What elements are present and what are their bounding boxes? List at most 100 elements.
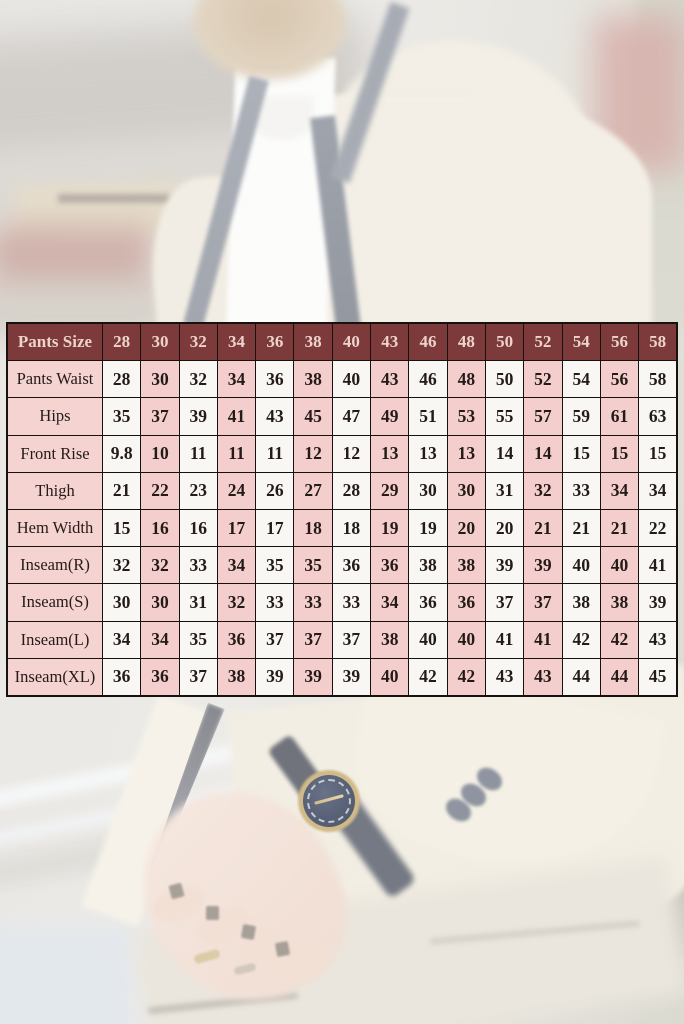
header-cell: 54	[561, 322, 601, 362]
header-cell: 56	[599, 322, 640, 362]
header-cell: 36	[255, 322, 295, 362]
size-cell: 36	[140, 657, 180, 697]
suit-jacket-right	[322, 95, 652, 325]
size-cell: 38	[370, 620, 410, 659]
size-cell: 39	[484, 546, 525, 585]
size-cell: 18	[293, 508, 333, 548]
size-cell: 14	[484, 434, 525, 473]
size-cell: 42	[599, 620, 640, 659]
size-cell: 40	[599, 546, 640, 585]
size-cell: 17	[255, 508, 295, 548]
table-row: Inseam(XL) 36 36 37 38 39 39 39 40 42 42 43 43 44 44 45	[6, 657, 678, 697]
size-cell: 40	[561, 546, 601, 585]
size-cell: 34	[370, 583, 410, 622]
size-cell: 22	[638, 508, 678, 548]
size-cell: 42	[561, 620, 601, 659]
size-cell: 44	[599, 657, 640, 697]
size-cell: 63	[638, 397, 678, 436]
size-cell: 35	[178, 620, 218, 659]
header-cell: 50	[484, 322, 525, 362]
table-row: Inseam(L) 34 34 35 36 37 37 37 38 40 40 41 41 42 42 43	[6, 620, 678, 659]
size-cell: 38	[599, 583, 640, 622]
header-label: Pants Size	[6, 322, 103, 362]
size-cell: 39	[331, 657, 372, 697]
header-cell: 40	[331, 322, 372, 362]
size-cell: 34	[216, 546, 257, 585]
size-cell: 34	[101, 620, 142, 659]
row-label: Thigh	[6, 471, 103, 510]
size-cell: 36	[370, 546, 410, 585]
size-cell: 36	[255, 360, 295, 399]
header-cell: 38	[293, 322, 333, 362]
size-cell: 19	[408, 508, 448, 548]
table-row: Front Rise 9.8 10 11 11 11 12 12 13 13 13 14 14 15 15 1…	[6, 434, 678, 473]
size-cell: 38	[446, 546, 486, 585]
size-cell: 53	[446, 397, 486, 436]
size-cell: 36	[331, 546, 372, 585]
size-cell: 36	[216, 620, 257, 659]
row-label: Pants Waist	[6, 360, 103, 399]
header-cell: 32	[178, 322, 218, 362]
size-cell: 22	[140, 471, 180, 510]
size-cell: 40	[331, 360, 372, 399]
size-cell: 31	[484, 471, 525, 510]
header-cell: 46	[408, 322, 448, 362]
size-cell: 40	[370, 657, 410, 697]
size-cell: 32	[178, 360, 218, 399]
size-cell: 33	[178, 546, 218, 585]
table-row: Hips 35 37 39 41 43 45 47 49 51 53 55 57 59 61 63	[6, 397, 678, 436]
size-cell: 23	[178, 471, 218, 510]
row-label: Inseam(L)	[6, 620, 103, 659]
size-cell: 43	[370, 360, 410, 399]
size-cell: 59	[561, 397, 601, 436]
size-cell: 37	[484, 583, 525, 622]
knuckle-tattoo	[206, 906, 219, 920]
size-cell: 27	[293, 471, 333, 510]
size-cell: 20	[446, 508, 486, 548]
size-cell: 44	[561, 657, 601, 697]
size-cell: 12	[331, 434, 372, 473]
size-cell: 43	[523, 657, 563, 697]
size-cell: 37	[331, 620, 372, 659]
size-cell: 58	[638, 360, 678, 399]
size-cell: 15	[638, 434, 678, 473]
header-row: Pants Size 28 30 32 34 36 38 40 43 46 48 50 52 54 56 58	[6, 322, 678, 362]
size-cell: 50	[484, 360, 525, 399]
size-cell: 36	[408, 583, 448, 622]
size-cell: 42	[446, 657, 486, 697]
size-cell: 34	[140, 620, 180, 659]
size-cell: 43	[638, 620, 678, 659]
size-cell: 32	[216, 583, 257, 622]
size-cell: 38	[561, 583, 601, 622]
size-cell: 18	[331, 508, 372, 548]
size-cell: 28	[331, 471, 372, 510]
size-cell: 30	[140, 583, 180, 622]
header-cell: 43	[370, 322, 410, 362]
size-cell: 16	[140, 508, 180, 548]
size-cell: 57	[523, 397, 563, 436]
size-cell: 28	[101, 360, 142, 399]
size-cell: 55	[484, 397, 525, 436]
size-cell: 37	[255, 620, 295, 659]
size-cell: 11	[216, 434, 257, 473]
size-cell: 54	[561, 360, 601, 399]
size-cell: 35	[255, 546, 295, 585]
size-cell: 34	[638, 471, 678, 510]
size-cell: 39	[178, 397, 218, 436]
size-cell: 15	[101, 508, 142, 548]
size-cell: 13	[408, 434, 448, 473]
size-cell: 31	[178, 583, 218, 622]
row-label: Hem Width	[6, 508, 103, 548]
table-row: Inseam(R) 32 32 33 34 35 35 36 36 38 38 39 39 40 40 41	[6, 546, 678, 585]
size-cell: 30	[446, 471, 486, 510]
size-cell: 41	[484, 620, 525, 659]
size-cell: 52	[523, 360, 563, 399]
size-cell: 36	[101, 657, 142, 697]
size-cell: 61	[599, 397, 640, 436]
size-cell: 38	[408, 546, 448, 585]
size-cell: 32	[140, 546, 180, 585]
size-cell: 33	[561, 471, 601, 510]
size-cell: 39	[638, 583, 678, 622]
size-cell: 9.8	[101, 434, 142, 473]
size-cell: 39	[523, 546, 563, 585]
